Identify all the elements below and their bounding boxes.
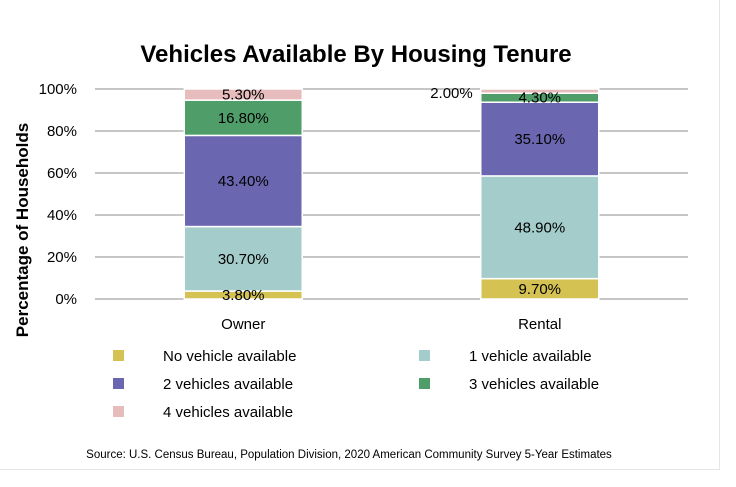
y-axis-label: Percentage of Households (13, 123, 32, 337)
source-note: Source: U.S. Census Bureau, Population D… (86, 449, 612, 461)
legend-swatch (419, 350, 430, 361)
category-label: Owner (221, 316, 265, 333)
y-tick-label: 80% (47, 123, 77, 140)
y-tick-label: 60% (47, 165, 77, 182)
chart-title: Vehicles Available By Housing Tenure (140, 41, 571, 68)
bar-segment (183, 134, 303, 228)
legend-swatch (113, 378, 124, 389)
legend-entry: 3 vehicles available (469, 376, 599, 393)
legend-entry: 2 vehicles available (163, 376, 293, 393)
data-label: 3.80% (222, 287, 265, 304)
legend-swatch (113, 406, 124, 417)
y-tick-label: 100% (39, 81, 77, 98)
data-label: 4.30% (518, 90, 561, 107)
data-label: 9.70% (518, 281, 561, 298)
y-tick-label: 40% (47, 207, 77, 224)
data-label: 30.70% (218, 251, 269, 268)
data-label: 48.90% (514, 219, 565, 236)
data-label: 2.00% (430, 85, 473, 102)
legend-entry: No vehicle available (163, 348, 296, 365)
data-label: 16.80% (218, 110, 269, 127)
data-label: 43.40% (218, 173, 269, 190)
bar-segment (183, 99, 303, 137)
data-label: 35.10% (514, 131, 565, 148)
bar-segment (183, 225, 303, 292)
legend-entry: 1 vehicle available (469, 348, 592, 365)
data-label: 5.30% (222, 87, 265, 104)
bar-segment (480, 175, 600, 280)
category-label: Rental (518, 316, 561, 333)
bar-segment (183, 88, 303, 101)
chart-frame (0, 0, 720, 470)
bar-segment (480, 101, 600, 177)
legend-entry: 4 vehicles available (163, 404, 293, 421)
bar-segment (480, 88, 600, 94)
legend-swatch (113, 350, 124, 361)
y-tick-label: 20% (47, 249, 77, 266)
y-tick-label: 0% (55, 291, 77, 308)
legend-swatch (419, 378, 430, 389)
